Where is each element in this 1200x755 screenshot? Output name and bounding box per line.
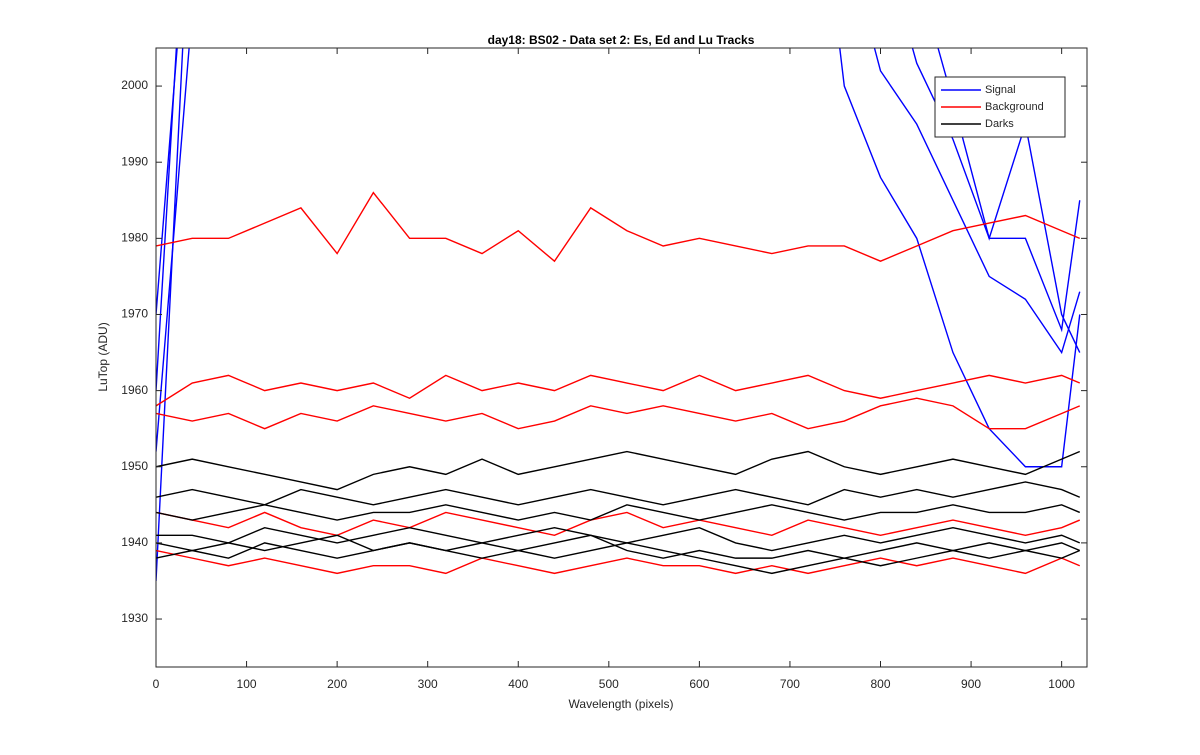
track-line <box>156 534 1081 559</box>
track-line <box>156 374 1081 407</box>
legend-label: Signal <box>985 84 1016 96</box>
x-tick-label: 1000 <box>1048 677 1075 691</box>
x-tick-label: 100 <box>237 677 257 691</box>
track-line <box>156 511 1081 537</box>
plot-area <box>156 48 1081 581</box>
y-tick-label: 1930 <box>121 611 148 625</box>
y-tick-label: 1950 <box>121 459 148 473</box>
track-line <box>156 48 1081 391</box>
track-line <box>156 481 1081 506</box>
y-tick-label: 2000 <box>121 78 148 92</box>
y-tick-label: 1980 <box>121 231 148 245</box>
x-tick-label: 700 <box>780 677 800 691</box>
track-line <box>156 549 1081 575</box>
chart-title: day18: BS02 - Data set 2: Es, Ed and Lu … <box>488 33 755 47</box>
x-tick-label: 300 <box>418 677 438 691</box>
x-tick-label: 200 <box>327 677 347 691</box>
x-tick-label: 0 <box>153 677 160 691</box>
axes-box <box>155 47 1088 668</box>
track-line <box>156 397 1081 430</box>
x-tick-label: 500 <box>599 677 619 691</box>
y-tick-label: 1960 <box>121 383 148 397</box>
x-tick-label: 400 <box>508 677 528 691</box>
y-axis-label: LuTop (ADU) <box>96 322 110 391</box>
x-tick-label: 600 <box>689 677 709 691</box>
legend-label: Darks <box>985 118 1014 130</box>
x-tick-label: 800 <box>870 677 890 691</box>
x-axis-label: Wavelength (pixels) <box>569 697 674 711</box>
track-line <box>156 450 1081 491</box>
track-line <box>156 504 1081 521</box>
y-tick-label: 1970 <box>121 307 148 321</box>
y-tick-label: 1940 <box>121 535 148 549</box>
legend-label: Background <box>985 101 1044 113</box>
track-line <box>156 48 1081 355</box>
track-line <box>156 48 1081 581</box>
y-tick-label: 1990 <box>121 154 148 168</box>
x-tick-label: 900 <box>961 677 981 691</box>
track-line <box>156 191 1081 263</box>
track-line <box>156 542 1081 575</box>
